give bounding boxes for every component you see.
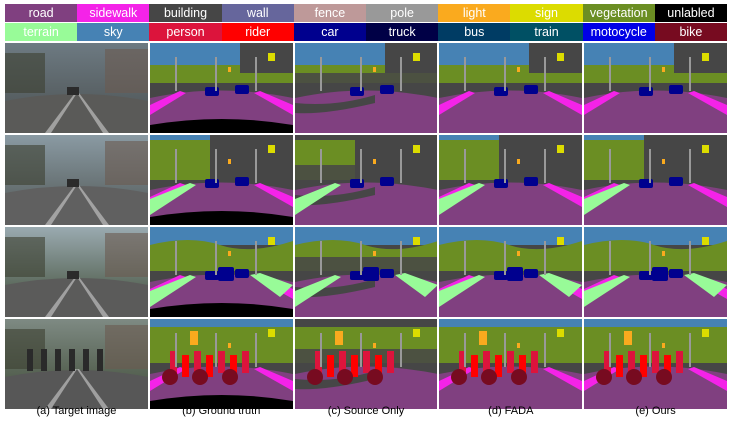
street-photo <box>5 135 148 225</box>
legend-row: road sidewalk building wall fence pole light si… <box>5 4 728 22</box>
legend-swatch-sign: sign <box>510 4 583 22</box>
fada-segmentation-map <box>439 135 583 225</box>
segmentation-image <box>584 319 727 409</box>
legend-swatch-motocycle: motocycle <box>582 23 655 41</box>
column-captions: (a) Target image (b) Ground truth (c) Sour… <box>5 405 727 417</box>
segmentation-image <box>149 135 293 225</box>
segmentation-image <box>294 135 438 225</box>
grid-row <box>5 227 727 317</box>
legend-swatch-rider: rider <box>221 23 294 41</box>
segmentation-image <box>439 319 583 409</box>
segmentation-image <box>149 319 293 409</box>
street-photo <box>5 319 148 409</box>
segmentation-image <box>584 227 727 317</box>
segmentation-image <box>294 319 438 409</box>
segmentation-image <box>439 135 583 225</box>
source-segmentation-map <box>294 43 438 133</box>
segmentation-image <box>584 43 727 133</box>
caption-photo: (a) Target image <box>36 405 117 417</box>
segmentation-image <box>439 227 583 317</box>
fada-segmentation-map <box>439 227 583 317</box>
segmentation-image <box>584 135 727 225</box>
ours-segmentation-map <box>584 135 727 225</box>
class-color-legend: road sidewalk building wall fence pole light si… <box>5 4 728 42</box>
segmentation-comparison-grid <box>5 43 727 411</box>
legend-row: terrain sky person rider car truck bus train mot… <box>5 23 728 41</box>
grid-row <box>5 43 727 133</box>
caption-ours: (e) Ours <box>635 405 676 417</box>
street-photo <box>5 227 148 317</box>
ours-segmentation-map <box>584 227 727 317</box>
fada-segmentation-map <box>439 43 583 133</box>
legend-swatch-terrain: terrain <box>5 23 78 41</box>
legend-swatch-bike: bike <box>654 23 728 41</box>
target-image <box>5 227 148 317</box>
legend-swatch-car: car <box>293 23 367 41</box>
ours-segmentation-map <box>584 319 727 409</box>
grid-row <box>5 135 727 225</box>
target-image <box>5 319 148 409</box>
legend-swatch-vegetation: vegetation <box>582 4 655 22</box>
fada-segmentation-map <box>439 319 583 409</box>
legend-swatch-wall: wall <box>221 4 294 22</box>
legend-swatch-fence: fence <box>293 4 367 22</box>
source-segmentation-map <box>294 227 438 317</box>
gt-segmentation-map <box>149 43 293 133</box>
legend-swatch-road: road <box>5 4 78 22</box>
legend-swatch-light: light <box>438 4 511 22</box>
gt-segmentation-map <box>149 135 293 225</box>
segmentation-image <box>149 227 293 317</box>
caption-fada: (d) FADA <box>488 405 534 417</box>
legend-swatch-pole: pole <box>366 4 439 22</box>
gt-segmentation-map <box>149 319 293 409</box>
legend-swatch-train: train <box>510 23 583 41</box>
source-segmentation-map <box>294 135 438 225</box>
legend-swatch-sidewalk: sidewalk <box>77 4 150 22</box>
legend-swatch-truck: truck <box>366 23 439 41</box>
legend-swatch-unlabled: unlabled <box>654 4 728 22</box>
source-segmentation-map <box>294 319 438 409</box>
target-image <box>5 43 148 133</box>
gt-segmentation-map <box>149 227 293 317</box>
street-photo <box>5 43 148 133</box>
legend-swatch-sky: sky <box>77 23 150 41</box>
target-image <box>5 135 148 225</box>
legend-swatch-person: person <box>149 23 222 41</box>
segmentation-image <box>294 43 438 133</box>
legend-swatch-building: building <box>149 4 222 22</box>
grid-row <box>5 319 727 409</box>
segmentation-image <box>439 43 583 133</box>
caption-gt: (b) Ground truth <box>182 405 261 417</box>
caption-source: (c) Source Only <box>327 405 405 417</box>
legend-swatch-bus: bus <box>438 23 511 41</box>
ours-segmentation-map <box>584 43 727 133</box>
segmentation-image <box>149 43 293 133</box>
segmentation-image <box>294 227 438 317</box>
